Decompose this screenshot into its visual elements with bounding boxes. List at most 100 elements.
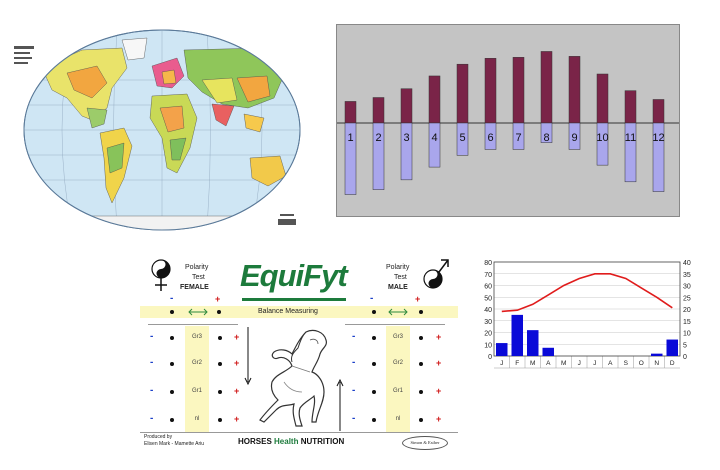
left-axis-tick: 40 xyxy=(484,307,492,314)
plus-sign: + xyxy=(234,414,240,424)
left-axis-tick: 30 xyxy=(484,319,492,326)
dot xyxy=(217,310,221,314)
precip-bar xyxy=(511,314,523,356)
precip-bar xyxy=(666,339,678,356)
plus-sign: + xyxy=(436,332,442,342)
bar-up xyxy=(372,97,385,124)
grade-label: nl xyxy=(194,416,200,422)
bar-label: 5 xyxy=(459,132,465,144)
minus-sign: - xyxy=(150,385,154,396)
divider xyxy=(345,324,445,325)
minus-sign: - xyxy=(150,331,154,342)
produced-by-names: Elisen Mark - Mamette Ariu xyxy=(144,441,205,447)
world-map-image xyxy=(12,28,302,232)
dot xyxy=(419,390,423,394)
minus-sign: - xyxy=(170,293,174,304)
dot xyxy=(419,362,423,366)
right-axis-tick: 25 xyxy=(683,295,691,302)
plus-sign: + xyxy=(234,358,240,368)
plus-sign: + xyxy=(234,332,240,342)
bar-label: 11 xyxy=(625,132,636,144)
bar-up xyxy=(428,75,441,124)
simon-esther-badge: Simon & Esther xyxy=(402,436,448,450)
divider xyxy=(148,324,238,325)
month-label: A xyxy=(546,360,551,367)
bar-down xyxy=(512,122,525,150)
bar-down xyxy=(568,122,581,150)
bar-label: 12 xyxy=(652,132,664,144)
dot xyxy=(419,310,423,314)
rearing-horse-illustration xyxy=(259,329,327,427)
bar-down xyxy=(652,122,665,192)
left-axis-tick: 60 xyxy=(484,284,492,291)
bar-up xyxy=(484,58,497,124)
dot xyxy=(218,336,222,340)
balance-arrow-icon xyxy=(388,308,408,316)
dot xyxy=(170,362,174,366)
bar-label: 2 xyxy=(375,132,381,144)
male-label: MALE xyxy=(388,284,408,291)
minus-sign: - xyxy=(352,357,356,368)
month-label: M xyxy=(561,360,566,367)
dot xyxy=(170,336,174,340)
logo-part-equi: Equi xyxy=(240,258,304,293)
right-axis-tick: 15 xyxy=(683,319,691,326)
right-grade-column xyxy=(386,326,410,432)
bar-down xyxy=(456,122,469,156)
bar-up xyxy=(540,51,553,124)
precip-bar xyxy=(651,353,663,356)
minus-sign: - xyxy=(150,357,154,368)
female-label: FEMALE xyxy=(180,284,209,291)
grade-label: Gr2 xyxy=(392,360,403,366)
dot xyxy=(372,418,376,422)
dot xyxy=(170,310,174,314)
minus-sign: - xyxy=(352,331,356,342)
climate-plot-frame xyxy=(493,261,681,357)
month-label: F xyxy=(515,360,519,367)
bar-up xyxy=(624,90,637,124)
dot xyxy=(170,390,174,394)
grade-label: Gr3 xyxy=(191,334,202,340)
footer-divider xyxy=(140,432,458,433)
grade-label: Gr1 xyxy=(392,388,403,394)
right-axis-tick: 35 xyxy=(683,272,691,279)
polarity-bar-chart: 1 2 3 4 5 6 7 8 9 10 11 12 xyxy=(336,24,680,217)
grade-label: nl xyxy=(395,416,401,422)
bar-down xyxy=(596,122,609,166)
plus-sign: + xyxy=(415,294,421,304)
month-label: O xyxy=(639,360,644,367)
month-label: J xyxy=(578,360,581,367)
right-axis-tick: 40 xyxy=(683,260,691,267)
left-axis-tick: 20 xyxy=(484,331,492,338)
precip-bar xyxy=(542,347,554,356)
footer-nutrition: NUTRITION xyxy=(298,437,345,446)
bar-chart-svg: 1 2 3 4 5 6 7 8 9 10 11 12 xyxy=(337,51,679,195)
grade-label: Gr3 xyxy=(392,334,403,340)
minus-sign: - xyxy=(370,293,374,304)
dot xyxy=(419,418,423,422)
female-test-text: Test xyxy=(192,274,205,281)
dot xyxy=(218,362,222,366)
produced-by-text: Produced by xyxy=(144,434,173,440)
bar-label: 9 xyxy=(571,132,577,144)
plus-sign: + xyxy=(436,414,442,424)
bar-up xyxy=(596,73,609,124)
bar-up xyxy=(568,56,581,124)
minus-sign: - xyxy=(150,413,154,424)
balance-arrow-icon xyxy=(188,308,208,316)
left-grade-column xyxy=(185,326,209,432)
plus-sign: + xyxy=(436,358,442,368)
bar-down xyxy=(400,122,413,181)
right-axis-tick: 30 xyxy=(683,284,691,291)
bar-label: 6 xyxy=(487,132,493,144)
equifyt-balance-sheet: Polarity Test FEMALE EquiFyt Polarity Te… xyxy=(140,252,458,452)
down-arrow-icon xyxy=(244,327,252,386)
dot xyxy=(372,390,376,394)
grade-label: Gr1 xyxy=(191,388,202,394)
left-axis-tick: 80 xyxy=(484,260,492,267)
equifyt-logo: EquiFyt xyxy=(240,258,348,294)
bar-down xyxy=(540,122,553,143)
plus-sign: + xyxy=(215,294,221,304)
